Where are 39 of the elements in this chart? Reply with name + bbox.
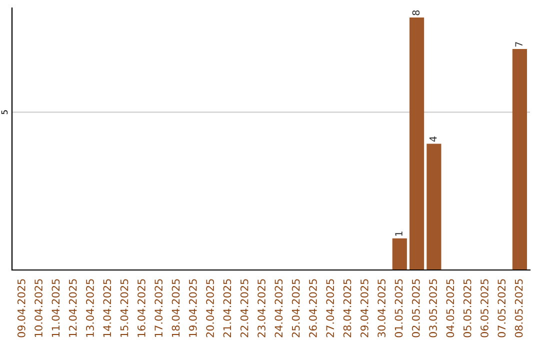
x-tick-label: 21.04.2025 — [223, 279, 232, 338]
x-tick-label: 29.04.2025 — [360, 279, 368, 338]
x-tick-label: 16.04.2025 — [138, 279, 146, 337]
data-label: 8 — [412, 10, 420, 16]
x-tick-label: 04.05.2025 — [446, 279, 454, 338]
x-tick-label: 06.05.2025 — [480, 279, 488, 338]
x-tick-label: 30.04.2025 — [378, 279, 386, 338]
x-tick-label: 19.04.2025 — [188, 279, 197, 337]
x-tick-label: 07.05.2025 — [498, 279, 506, 338]
bar — [410, 17, 424, 270]
bar — [426, 144, 442, 270]
x-tick-label: 20.04.2025 — [206, 279, 214, 338]
x-tick-label: 05.05.2025 — [463, 279, 472, 338]
x-tick-label: 10.04.2025 — [34, 279, 42, 337]
x-tick-label: 03.05.2025 — [429, 279, 437, 338]
x-tick-label: 13.04.2025 — [86, 279, 94, 337]
x-tick-label: 11.04.2025 — [52, 279, 60, 337]
x-tick-label: 02.05.2025 — [412, 279, 420, 338]
x-tick-label: 23.04.2025 — [258, 279, 266, 338]
y-tick-label: 5 — [1, 110, 8, 114]
x-tick-label: 01.05.2025 — [394, 279, 403, 338]
x-tick-label: 17.04.2025 — [154, 279, 163, 337]
x-tick-label: 12.04.2025 — [68, 279, 77, 337]
bar — [392, 238, 407, 270]
x-tick-label: 15.04.2025 — [120, 279, 128, 337]
x-tick-label: 24.04.2025 — [274, 279, 283, 338]
x-tick-label: 28.04.2025 — [343, 279, 352, 338]
x-tick-label: 22.04.2025 — [240, 279, 248, 338]
bar — [512, 49, 527, 270]
x-tick-label: 08.05.2025 — [514, 279, 523, 338]
data-label: 4 — [430, 136, 437, 142]
x-tick-label: 26.04.2025 — [309, 279, 317, 338]
x-tick-label: 27.04.2025 — [326, 279, 334, 338]
x-tick-label: 14.04.2025 — [103, 279, 112, 337]
x-tick-label: 25.04.2025 — [292, 279, 300, 338]
data-label: 1 — [395, 232, 402, 236]
x-tick-label: 09.04.2025 — [17, 279, 26, 338]
x-tick-label: 18.04.2025 — [172, 279, 180, 337]
data-label: 7 — [515, 42, 522, 47]
